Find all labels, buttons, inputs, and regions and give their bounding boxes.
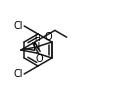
Text: H: H: [34, 34, 40, 43]
Text: Cl: Cl: [14, 21, 23, 31]
Text: O: O: [35, 54, 43, 64]
Text: N: N: [33, 42, 40, 52]
Text: O: O: [45, 32, 52, 42]
Text: Cl: Cl: [14, 69, 23, 79]
